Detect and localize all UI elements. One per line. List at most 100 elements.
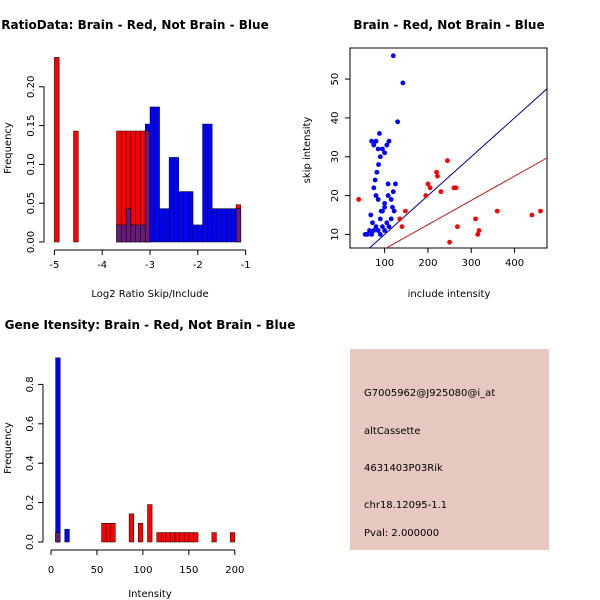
ratio-histogram-axes: -5 -4 -3 -2 -1 0.00 0.05 0.10 0.15 0.20 xyxy=(26,76,251,271)
intensity-bar-brain xyxy=(174,532,180,543)
intensity-bar-not-brain xyxy=(64,528,70,543)
ratio-bar-not-brain xyxy=(226,208,232,243)
intensity-scatter-ylabel: skip intensity xyxy=(302,117,313,184)
intensity-bar-brain xyxy=(110,523,116,543)
ratio-bar-not-brain xyxy=(221,208,227,243)
ratio-y-tick-label: 0.00 xyxy=(26,231,37,253)
ratio-bar-overlap xyxy=(125,208,132,243)
scatter-point-brain xyxy=(427,185,433,191)
intensity-bar-brain xyxy=(165,532,171,543)
scatter-point-not-brain xyxy=(375,228,381,233)
info-panel-background xyxy=(350,349,549,550)
ratio-x-tick-label: -1 xyxy=(241,260,251,271)
scatter-point-not-brain xyxy=(377,232,383,237)
scatter-point-brain xyxy=(475,232,481,237)
scatter-point-not-brain xyxy=(382,150,388,156)
scatter-point-not-brain xyxy=(378,208,384,214)
ratio-bar-overlap xyxy=(144,130,151,243)
scatter-point-not-brain xyxy=(369,138,375,144)
intensity-histogram-xlabel: Intensity xyxy=(128,589,172,600)
scatter-point-not-brain xyxy=(393,181,398,187)
regression-line xyxy=(385,157,547,248)
ratio-bar-overlap xyxy=(116,224,122,243)
intensity-bar-brain xyxy=(161,532,167,543)
intensity-y-tick-label: 0.4 xyxy=(25,455,36,471)
intensity-bar-brain xyxy=(211,532,217,543)
ratio-bar-overlap xyxy=(235,208,242,243)
intensity-x-tick-label: 0 xyxy=(48,565,54,576)
scatter-point-brain xyxy=(438,189,444,195)
scatter-x-tick-label: 200 xyxy=(418,258,437,269)
intensity-x-tick-label: 200 xyxy=(225,565,244,576)
ratio-bar-not-brain xyxy=(231,208,237,243)
event-type: altCassette xyxy=(364,426,421,437)
ratio-y-tick-label: 0.10 xyxy=(26,153,37,175)
intensity-bar-brain xyxy=(138,523,144,543)
scatter-y-tick-label: 30 xyxy=(330,150,341,163)
ratio-bar-not-brain xyxy=(207,123,213,243)
scatter-point-brain xyxy=(473,216,478,222)
scatter-point-brain xyxy=(434,169,439,175)
scatter-point-brain xyxy=(425,181,431,187)
scatter-point-not-brain xyxy=(370,220,375,226)
ratio-histogram-bars xyxy=(54,57,242,243)
intensity-x-tick-label: 100 xyxy=(133,565,152,576)
ratio-bar-not-brain xyxy=(183,191,189,243)
intensity-bar-brain xyxy=(156,532,162,543)
scatter-point-not-brain xyxy=(373,193,379,198)
intensity-scatter-title: Brain - Red, Not Brain - Blue xyxy=(353,18,544,32)
scatter-point-not-brain xyxy=(374,169,380,175)
regression-line xyxy=(368,88,547,248)
scatter-point-not-brain xyxy=(384,142,390,148)
intensity-bar-brain xyxy=(179,532,185,543)
probe-id: G7005962@J925080@i_at xyxy=(364,388,495,399)
scatter-point-brain xyxy=(403,208,408,214)
ratio-bar-overlap xyxy=(135,224,141,243)
ratio-bar-not-brain xyxy=(149,106,156,243)
intensity-bar-brain xyxy=(101,523,107,543)
scatter-point-not-brain xyxy=(369,232,375,237)
scatter-point-not-brain xyxy=(377,216,383,222)
scatter-y-tick-label: 10 xyxy=(330,228,341,241)
ratio-bar-not-brain xyxy=(164,208,170,243)
ratio-y-tick-label: 0.20 xyxy=(26,76,37,98)
scatter-point-not-brain xyxy=(390,204,395,210)
scatter-point-not-brain xyxy=(373,224,379,230)
ratio-bar-not-brain xyxy=(154,106,160,243)
intensity-bar-brain xyxy=(229,532,236,543)
ratio-x-tick-label: -4 xyxy=(97,260,107,271)
intensity-y-tick-label: 0.0 xyxy=(25,534,36,550)
scatter-point-not-brain xyxy=(388,216,394,222)
scatter-point-brain xyxy=(445,158,450,164)
scatter-x-tick-label: 100 xyxy=(375,258,394,269)
scatter-point-not-brain xyxy=(384,220,390,226)
ratio-histogram-ylabel: Frequency xyxy=(3,122,14,174)
scatter-point-brain xyxy=(453,185,459,191)
intensity-y-tick-label: 0.8 xyxy=(25,376,36,392)
scatter-x-tick-label: 400 xyxy=(505,258,524,269)
ratio-bar-not-brain xyxy=(216,208,222,243)
chromosome-location: chr18.12095-1.1 xyxy=(364,500,447,511)
scatter-point-not-brain xyxy=(385,193,391,198)
intensity-bar-brain xyxy=(105,523,111,543)
scatter-point-not-brain xyxy=(390,53,396,59)
scatter-point-not-brain xyxy=(386,138,392,144)
ratio-x-tick-label: -2 xyxy=(193,260,203,271)
ratio-histogram: RatioData: Brain - Red, Not Brain - Blue… xyxy=(1,18,268,300)
intensity-bar-brain xyxy=(193,532,199,543)
scatter-point-not-brain xyxy=(390,189,396,195)
scatter-point-not-brain xyxy=(380,146,385,152)
intensity-x-tick-label: 50 xyxy=(91,565,104,576)
scatter-point-not-brain xyxy=(372,177,378,183)
ratio-histogram-title: RatioData: Brain - Red, Not Brain - Blue xyxy=(1,18,268,32)
ratio-bar-not-brain xyxy=(202,123,208,243)
ratio-bar-overlap xyxy=(121,224,127,243)
scatter-point-not-brain xyxy=(386,224,392,230)
scatter-point-brain xyxy=(476,228,482,233)
intensity-scatter-frame xyxy=(349,47,548,249)
scatter-point-not-brain xyxy=(382,200,388,206)
scatter-point-not-brain xyxy=(388,197,394,202)
ratio-y-tick-label: 0.15 xyxy=(26,114,37,136)
scatter-x-tick-label: 300 xyxy=(462,258,481,269)
